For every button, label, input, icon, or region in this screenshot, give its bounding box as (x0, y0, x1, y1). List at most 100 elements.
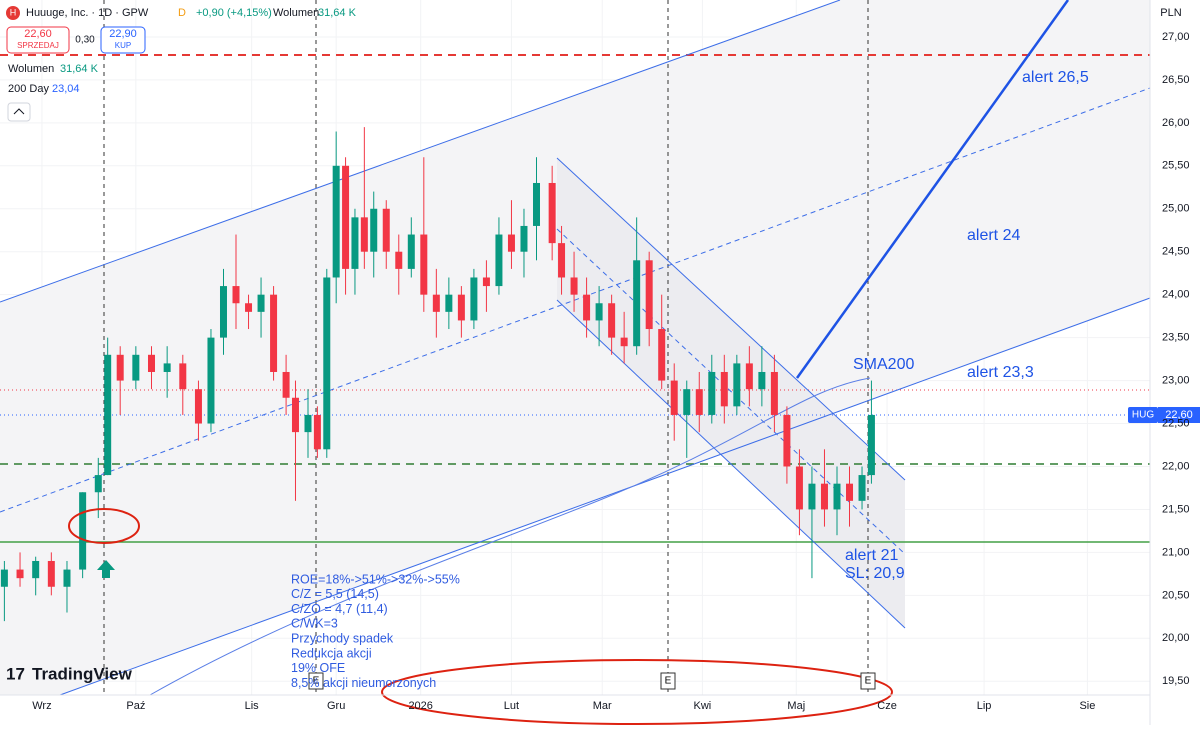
candle-body (420, 234, 428, 295)
y-tick-label: 23,50 (1162, 332, 1190, 344)
candle-body (683, 389, 691, 415)
buy-label[interactable]: KUP (115, 41, 131, 50)
event-marker[interactable] (308, 672, 324, 690)
candle-body (833, 483, 841, 510)
y-tick-label: 24,00 (1162, 289, 1190, 301)
candle-body (445, 294, 453, 312)
candle-body (351, 217, 359, 269)
logo (6, 6, 20, 20)
event-marker-label: E (865, 676, 872, 687)
annotation: alert 23,3 (967, 364, 1034, 381)
candle-body (257, 294, 265, 312)
currency: PLN (1160, 7, 1181, 19)
buy-button[interactable] (100, 26, 146, 54)
buy-price[interactable]: 22,90 (109, 28, 137, 40)
y-tick-label: 21,50 (1162, 503, 1190, 515)
candle-body (432, 294, 440, 312)
x-tick-label: Lis (245, 700, 260, 712)
candle-body (232, 286, 240, 304)
annotation: SMA200 (853, 356, 914, 373)
candle-body (245, 303, 253, 312)
y-tick-label: 26,00 (1162, 117, 1190, 129)
candle-body (94, 475, 102, 493)
candle-body (382, 208, 390, 252)
x-tick-label: Kwi (694, 700, 712, 712)
candle-body (270, 294, 278, 372)
candle-body (520, 225, 528, 252)
candle-body (658, 329, 666, 381)
candle-body (407, 234, 415, 269)
candle-body (313, 414, 321, 450)
candle-body (147, 354, 155, 372)
candle-body (608, 303, 616, 338)
candle-body (323, 277, 331, 450)
note-line: Przychody spadek (291, 631, 394, 645)
highlight (68, 508, 140, 544)
candle-body (695, 389, 703, 415)
down-channel-fill (557, 158, 905, 628)
x-tick-label: Wrz (32, 700, 51, 712)
sell-price[interactable]: 22,60 (24, 28, 52, 40)
candle-body (304, 414, 312, 433)
x-tick-label: Paź (126, 700, 145, 712)
candle-body (104, 354, 112, 476)
indicator-value: 23,04 (52, 83, 80, 95)
y-tick-label: 19,50 (1162, 675, 1190, 687)
x-tick-label: Lut (504, 700, 519, 712)
candle-body (758, 371, 766, 390)
candle-body (507, 234, 515, 252)
arrow (97, 560, 115, 578)
sell-button[interactable] (6, 26, 70, 54)
trend-line (59, 297, 1151, 696)
candle-body (207, 337, 215, 424)
price-tag (1128, 407, 1158, 423)
x-tick-label: Maj (787, 700, 805, 712)
price-tag (1158, 407, 1200, 423)
event-marker[interactable] (660, 672, 676, 690)
candle-body (360, 217, 368, 252)
event-marker[interactable] (860, 672, 876, 690)
sell-label[interactable]: SPRZEDAJ (17, 41, 59, 50)
volume: 31,64 K (318, 7, 357, 19)
candle-body (457, 294, 465, 321)
x-tick-label: Mar (593, 700, 612, 712)
spread: 0,30 (75, 35, 95, 46)
candle-body (708, 371, 716, 415)
candle-body (0, 569, 8, 587)
candle-body (820, 483, 828, 510)
note-line: C/WK=3 (291, 617, 338, 631)
trend-line (0, 0, 841, 303)
y-tick-label: 25,50 (1162, 160, 1190, 172)
candle-body (291, 397, 299, 433)
sma-line (149, 377, 871, 696)
candle-body (395, 251, 403, 269)
candle-body (645, 260, 653, 330)
collapse-button[interactable] (7, 102, 31, 122)
candle-body (16, 569, 24, 579)
y-tick-label: 20,50 (1162, 589, 1190, 601)
candle-body (558, 243, 566, 278)
y-tick-label: 25,00 (1162, 203, 1190, 215)
candle-body (132, 354, 140, 381)
candle-body (795, 466, 803, 510)
trend-line (556, 299, 906, 629)
y-tick-label: 21,00 (1162, 546, 1190, 558)
note-line: C/Z = 5,5 (14,5) (291, 587, 379, 601)
note-line: 8,5% akcji nieumorzonych (291, 676, 436, 690)
highlight (381, 659, 893, 725)
indicator-name: 200 Day (8, 83, 49, 95)
annotation: alert 24 (967, 227, 1020, 244)
candle-body (867, 414, 875, 476)
x-tick-label: 2026 (408, 700, 432, 712)
candle-body (532, 182, 540, 226)
candle-body (808, 483, 816, 510)
note-line: 19% OFE (291, 661, 345, 675)
indicator-name: Wolumen (8, 63, 54, 75)
brand-logo: 17 (6, 664, 25, 683)
candle-body (63, 569, 71, 587)
x-tick-label: Gru (327, 700, 345, 712)
candle-body (116, 354, 124, 381)
y-tick-label: 27,00 (1162, 31, 1190, 43)
candle-body (370, 208, 378, 252)
candle-body (179, 363, 187, 390)
